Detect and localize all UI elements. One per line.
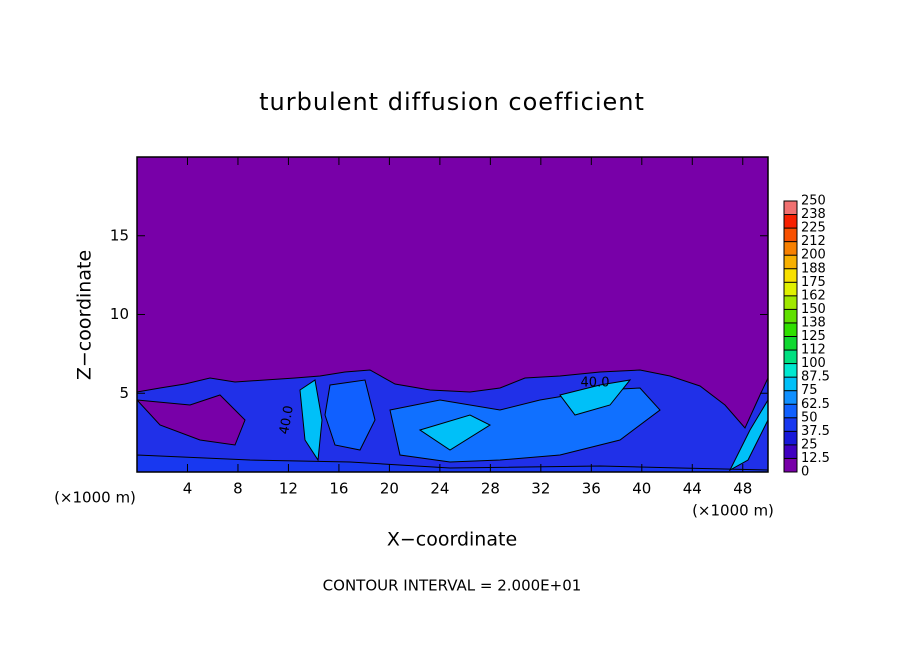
colorbar-label: 250	[801, 194, 826, 209]
x-tick-label: 20	[380, 480, 399, 498]
field-region	[324, 379, 376, 451]
colorbar-label: 238	[801, 207, 826, 222]
colorbar-swatch	[784, 363, 797, 378]
colorbar-swatch	[784, 268, 797, 283]
field-region	[137, 394, 246, 446]
colorbar-label: 138	[801, 315, 826, 330]
colorbar-swatch	[784, 431, 797, 445]
colorbar-label: 62.5	[801, 397, 830, 412]
colorbar-swatch	[784, 350, 797, 364]
x-axis-label: X−coordinate	[387, 529, 517, 551]
colorbar-swatch	[784, 201, 797, 215]
colorbar-label: 188	[801, 261, 826, 276]
colorbar-label: 87.5	[801, 370, 830, 385]
colorbar-label: 100	[801, 356, 826, 371]
colorbar-label: 200	[801, 248, 826, 263]
x-tick-label: 32	[531, 480, 550, 498]
x-tick-label: 36	[582, 480, 601, 498]
colorbar-label: 112	[801, 343, 826, 358]
field-region	[299, 379, 323, 462]
colorbar-swatch	[784, 390, 797, 405]
colorbar-label: 0	[801, 465, 809, 480]
colorbar-label: 25	[801, 437, 818, 452]
x-unit: (×1000 m)	[54, 489, 136, 507]
footnote: CONTOUR INTERVAL = 2.000E+01	[323, 577, 582, 595]
colorbar-swatch	[784, 444, 797, 459]
colorbar-label: 212	[801, 234, 826, 249]
field-region	[418, 414, 492, 451]
colorbar-label: 225	[801, 221, 826, 236]
x-unit: (×1000 m)	[692, 502, 774, 520]
contour-label: 40.0	[277, 404, 297, 435]
colorbar-label: 175	[801, 275, 826, 290]
colorbar-swatch	[784, 458, 797, 472]
chart-title: turbulent diffusion coefficient	[259, 88, 645, 116]
x-tick-label: 48	[733, 480, 752, 498]
colorbar-label: 75	[801, 383, 818, 398]
colorbar-label: 162	[801, 288, 826, 303]
x-tick-label: 40	[632, 480, 651, 498]
field-region	[137, 454, 768, 472]
field-region	[559, 379, 632, 416]
y-tick-label: 5	[119, 384, 129, 402]
colorbar-swatch	[784, 241, 797, 256]
x-tick-label: 8	[233, 480, 243, 498]
colorbar-swatch	[784, 309, 797, 323]
x-tick-label: 12	[279, 480, 298, 498]
y-tick-label: 15	[110, 226, 129, 244]
colorbar-swatch	[784, 404, 797, 418]
colorbar-swatch	[784, 282, 797, 296]
y-axis-label: Z−coordinate	[74, 250, 96, 380]
field-region	[728, 399, 768, 472]
colorbar-label: 50	[801, 410, 818, 425]
colorbar-swatch	[784, 417, 797, 432]
colorbar-swatch	[784, 228, 797, 242]
colorbar-label: 125	[801, 329, 826, 344]
x-tick-label: 44	[683, 480, 702, 498]
colorbar-swatch	[784, 295, 797, 310]
x-tick-label: 28	[481, 480, 500, 498]
contour-label: 40.0	[581, 376, 610, 391]
colorbar-swatch	[784, 377, 797, 391]
colorbar-label: 37.5	[801, 424, 830, 439]
contour-field	[137, 157, 768, 472]
colorbar-swatch	[784, 336, 797, 351]
x-tick-label: 16	[329, 480, 348, 498]
colorbar-swatch	[784, 322, 797, 337]
x-tick-label: 24	[430, 480, 449, 498]
y-tick-label: 10	[110, 305, 129, 323]
colorbar-label: 150	[801, 302, 826, 317]
x-tick-label: 4	[183, 480, 193, 498]
colorbar-swatch	[784, 255, 797, 269]
colorbar-label: 12.5	[801, 451, 830, 466]
colorbar-swatch	[784, 214, 797, 229]
